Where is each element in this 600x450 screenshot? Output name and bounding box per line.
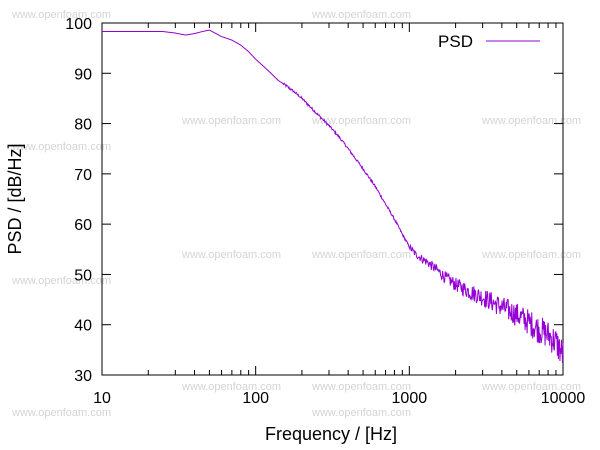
legend-label-psd: PSD <box>438 32 473 51</box>
watermark-text: www.openfoam.com <box>11 9 111 21</box>
y-tick-label: 30 <box>74 368 92 385</box>
watermark-text: www.openfoam.com <box>311 249 411 261</box>
legend: PSD <box>438 32 540 51</box>
x-tick-label: 10 <box>93 390 111 407</box>
plot-frame <box>101 22 564 376</box>
watermark-text: www.openfoam.com <box>11 141 111 153</box>
x-tick-label: 1000 <box>392 390 428 407</box>
watermark-text: www.openfoam.com <box>11 407 111 419</box>
watermark-text: www.openfoam.com <box>481 249 581 261</box>
x-axis: 10 100 1000 10000 <box>93 23 585 407</box>
watermark-text: www.openfoam.com <box>181 115 281 127</box>
watermark-text: www.openfoam.com <box>11 275 111 287</box>
watermark-text: www.openfoam.com <box>311 407 411 419</box>
watermark-text: www.openfoam.com <box>181 249 281 261</box>
watermark-layer: www.openfoam.com www.openfoam.com www.open… <box>11 9 581 419</box>
watermark-text: www.openfoam.com <box>311 115 411 127</box>
y-tick-label: 70 <box>74 167 92 184</box>
watermark-text: www.openfoam.com <box>311 381 411 393</box>
x-axis-label: Frequency / [Hz] <box>265 424 397 444</box>
y-tick-label: 40 <box>74 318 92 335</box>
watermark-text: www.openfoam.com <box>181 381 281 393</box>
y-tick-label: 50 <box>74 267 92 284</box>
watermark-text: www.openfoam.com <box>311 9 411 21</box>
watermark-text: www.openfoam.com <box>481 115 581 127</box>
y-tick-label: 60 <box>74 217 92 234</box>
y-tick-label: 80 <box>74 117 92 134</box>
y-tick-label: 90 <box>74 66 92 83</box>
x-tick-label: 10000 <box>541 390 586 407</box>
watermark-text: www.openfoam.com <box>481 381 581 393</box>
y-axis: 30 40 50 60 70 80 90 100 <box>65 16 563 385</box>
x-tick-label: 100 <box>242 390 269 407</box>
y-tick-label: 100 <box>65 16 92 33</box>
series-line-psd <box>102 29 564 364</box>
y-axis-label: PSD / [dB/Hz] <box>5 143 25 254</box>
